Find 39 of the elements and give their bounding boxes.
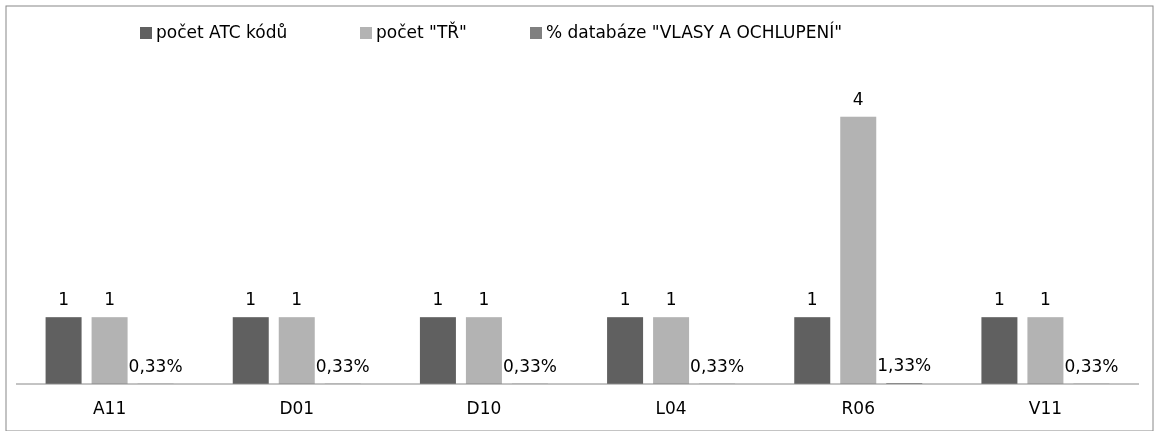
bar — [607, 317, 644, 384]
bar — [794, 317, 831, 384]
bar — [465, 317, 502, 384]
data-label: 0,33% — [315, 355, 370, 376]
x-tick-label: D01 — [279, 398, 315, 418]
data-label: 1 — [432, 289, 444, 310]
bar — [232, 317, 269, 384]
bar — [653, 317, 690, 384]
data-label: 1 — [291, 289, 303, 310]
data-label: 1 — [104, 289, 115, 310]
data-label: 1 — [478, 289, 490, 310]
data-label: 1 — [806, 289, 818, 310]
data-label: 1 — [619, 289, 631, 310]
data-label: 1 — [58, 289, 69, 310]
x-tick-label: A11 — [92, 398, 127, 418]
bar — [981, 317, 1018, 384]
bar — [840, 116, 877, 384]
legend-label: % databáze "VLASY A OCHLUPENÍ" — [546, 21, 843, 42]
data-label: 0,33% — [1064, 355, 1119, 376]
data-label: 1 — [994, 289, 1005, 310]
bar — [45, 317, 82, 384]
bar — [419, 317, 456, 384]
data-label: 0,33% — [690, 355, 745, 376]
x-tick-label: V11 — [1028, 398, 1063, 418]
bar — [1027, 317, 1064, 384]
data-label: 1 — [245, 289, 257, 310]
data-label: 0,33% — [502, 355, 557, 376]
bar — [91, 317, 128, 384]
x-tick-label: D10 — [466, 398, 502, 418]
data-label: 4 — [852, 88, 864, 109]
data-label: 1,33% — [877, 355, 932, 376]
data-label: 0,33% — [128, 355, 183, 376]
data-label: 1 — [665, 289, 677, 310]
bar — [278, 317, 315, 384]
x-tick-label: R06 — [841, 398, 875, 418]
x-tick-label: L04 — [655, 398, 687, 418]
data-label: 1 — [1040, 289, 1051, 310]
legend-label: počet ATC kódů — [156, 22, 288, 42]
legend-label: počet "TŘ" — [376, 21, 467, 42]
